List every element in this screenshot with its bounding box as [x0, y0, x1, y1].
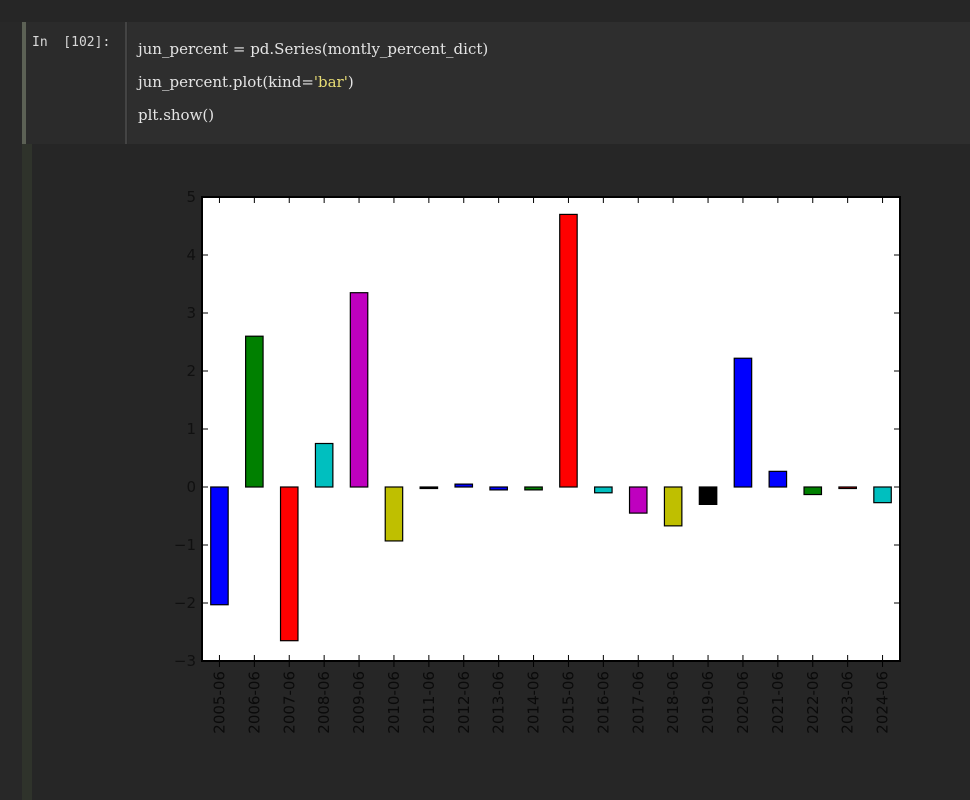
x-tick-label: 2008-06 [315, 671, 333, 734]
code-token: jun_percent.plot(kind= [138, 73, 314, 91]
plot-frame [201, 196, 901, 662]
y-tick-label: 2 [186, 362, 196, 380]
bar-2009-06 [349, 292, 369, 488]
x-tick-label: 2019-06 [699, 671, 717, 734]
notebook-top-strip [0, 0, 970, 22]
y-tick-label: 5 [186, 188, 196, 206]
output-area: 2005-06 2006-06 2007-06 2008-06 2009-06 2010-… [22, 144, 970, 800]
bar-2005-06 [210, 486, 229, 606]
x-tick-label: 2016-06 [594, 671, 612, 734]
bar-2023-06 [838, 486, 857, 490]
code-line: plt.show() [138, 106, 214, 124]
x-tick-label: 2007-06 [280, 671, 298, 734]
bar-2006-06 [245, 335, 264, 488]
bar-2018-06 [663, 486, 683, 527]
bar-chart: 2005-06 2006-06 2007-06 2008-06 2009-06 2010-… [42, 144, 970, 800]
output-collapse-bar[interactable] [22, 144, 32, 800]
y-tick-label: 0 [186, 478, 196, 496]
bar-2012-06 [454, 483, 474, 488]
code-line: jun_percent.plot(kind='bar') [138, 73, 354, 91]
x-tick-label: 2006-06 [245, 671, 263, 734]
x-tick-label: 2018-06 [664, 671, 682, 734]
x-tick-label: 2023-06 [839, 671, 857, 734]
bar-2014-06 [524, 486, 543, 491]
x-tick-label: 2014-06 [525, 671, 543, 734]
bar-2008-06 [314, 442, 334, 488]
bar-2017-06 [628, 486, 648, 514]
x-tick-label: 2012-06 [455, 671, 473, 734]
x-tick-label: 2024-06 [874, 671, 892, 734]
x-tick-label: 2013-06 [490, 671, 508, 734]
input-prompt: In [102]: [32, 35, 111, 50]
bar-2007-06 [279, 486, 299, 642]
code-token: jun_percent = pd.Series(montly_percent_d… [138, 40, 489, 58]
prompt-separator [125, 22, 127, 144]
x-tick-label: 2021-06 [769, 671, 787, 734]
cell-selection-border [22, 22, 26, 144]
y-tick-label: 4 [186, 246, 196, 264]
bar-2022-06 [803, 486, 823, 496]
code-line: jun_percent = pd.Series(montly_percent_d… [138, 40, 488, 58]
bar-2021-06 [768, 470, 788, 488]
bar-2015-06 [559, 213, 578, 488]
bar-2010-06 [384, 486, 404, 542]
x-tick-label: 2017-06 [629, 671, 647, 734]
plot-area [202, 197, 900, 661]
bar-2016-06 [594, 486, 613, 494]
code-editor[interactable]: jun_percent = pd.Series(montly_percent_d… [128, 22, 970, 144]
y-tick-label: −3 [174, 652, 196, 670]
code-cell[interactable]: In [102]: jun_percent = pd.Series(montly… [22, 22, 970, 144]
code-token: plt.show() [138, 106, 215, 124]
y-tick-label: 3 [186, 304, 196, 322]
y-tick-label: −2 [174, 594, 196, 612]
bar-2013-06 [489, 486, 508, 491]
y-tick-label: −1 [174, 536, 196, 554]
x-tick-label: 2009-06 [350, 671, 368, 734]
y-tick-label: 1 [186, 420, 196, 438]
x-tick-label: 2022-06 [804, 671, 822, 734]
bar-2011-06 [419, 486, 439, 490]
x-tick-label: 2011-06 [420, 671, 438, 734]
x-tick-label: 2010-06 [385, 671, 403, 734]
x-tick-label: 2015-06 [559, 671, 577, 734]
bar-2020-06 [733, 357, 753, 488]
x-tick-label: 2020-06 [734, 671, 752, 734]
bar-2019-06 [698, 486, 718, 505]
x-tick-label: 2005-06 [210, 671, 228, 734]
code-string-token: 'bar' [313, 73, 348, 91]
bar-2024-06 [873, 486, 892, 504]
code-token: ) [347, 73, 354, 91]
